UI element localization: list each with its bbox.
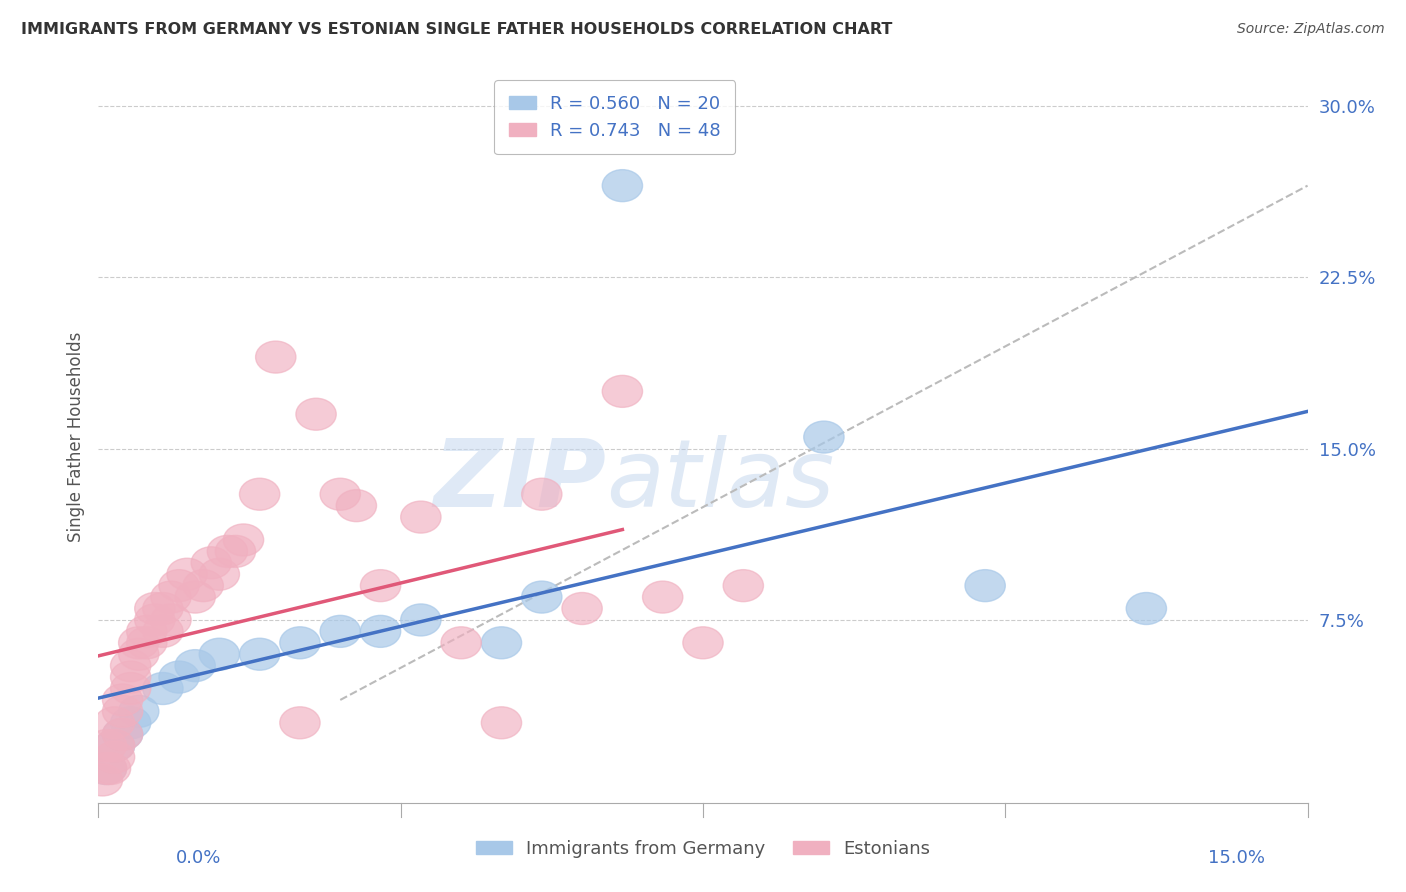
Ellipse shape (215, 535, 256, 567)
Ellipse shape (360, 570, 401, 602)
Legend: R = 0.560   N = 20, R = 0.743   N = 48: R = 0.560 N = 20, R = 0.743 N = 48 (495, 80, 735, 154)
Ellipse shape (143, 673, 183, 705)
Ellipse shape (522, 478, 562, 510)
Ellipse shape (118, 696, 159, 727)
Ellipse shape (86, 730, 127, 762)
Ellipse shape (174, 649, 215, 681)
Ellipse shape (965, 570, 1005, 602)
Ellipse shape (135, 604, 174, 636)
Ellipse shape (135, 592, 174, 624)
Ellipse shape (224, 524, 264, 556)
Ellipse shape (280, 706, 321, 739)
Ellipse shape (1126, 592, 1167, 624)
Text: 15.0%: 15.0% (1208, 849, 1265, 867)
Ellipse shape (103, 718, 143, 750)
Text: Source: ZipAtlas.com: Source: ZipAtlas.com (1237, 22, 1385, 37)
Ellipse shape (86, 753, 127, 785)
Ellipse shape (167, 558, 207, 591)
Ellipse shape (94, 730, 135, 762)
Ellipse shape (174, 581, 215, 613)
Ellipse shape (111, 661, 150, 693)
Ellipse shape (522, 581, 562, 613)
Ellipse shape (804, 421, 844, 453)
Ellipse shape (239, 639, 280, 670)
Ellipse shape (481, 706, 522, 739)
Ellipse shape (143, 615, 183, 648)
Text: ZIP: ZIP (433, 435, 606, 527)
Ellipse shape (280, 627, 321, 659)
Ellipse shape (321, 615, 360, 648)
Ellipse shape (118, 627, 159, 659)
Ellipse shape (111, 673, 150, 705)
Text: IMMIGRANTS FROM GERMANY VS ESTONIAN SINGLE FATHER HOUSEHOLDS CORRELATION CHART: IMMIGRANTS FROM GERMANY VS ESTONIAN SING… (21, 22, 893, 37)
Ellipse shape (683, 627, 723, 659)
Ellipse shape (360, 615, 401, 648)
Ellipse shape (90, 753, 131, 785)
Ellipse shape (118, 639, 159, 670)
Ellipse shape (200, 639, 239, 670)
Ellipse shape (256, 341, 295, 373)
Ellipse shape (111, 706, 150, 739)
Ellipse shape (321, 478, 360, 510)
Ellipse shape (143, 592, 183, 624)
Ellipse shape (336, 490, 377, 522)
Ellipse shape (103, 696, 143, 727)
Ellipse shape (183, 570, 224, 602)
Ellipse shape (643, 581, 683, 613)
Ellipse shape (401, 604, 441, 636)
Y-axis label: Single Father Households: Single Father Households (66, 332, 84, 542)
Ellipse shape (150, 604, 191, 636)
Ellipse shape (441, 627, 481, 659)
Ellipse shape (150, 581, 191, 613)
Ellipse shape (94, 706, 135, 739)
Ellipse shape (239, 478, 280, 510)
Text: atlas: atlas (606, 435, 835, 526)
Ellipse shape (295, 398, 336, 430)
Ellipse shape (103, 684, 143, 716)
Ellipse shape (191, 547, 232, 579)
Ellipse shape (159, 661, 200, 693)
Ellipse shape (602, 169, 643, 202)
Ellipse shape (94, 730, 135, 762)
Ellipse shape (602, 376, 643, 408)
Ellipse shape (562, 592, 602, 624)
Ellipse shape (103, 718, 143, 750)
Ellipse shape (86, 753, 127, 785)
Ellipse shape (723, 570, 763, 602)
Ellipse shape (111, 649, 150, 681)
Ellipse shape (200, 558, 239, 591)
Ellipse shape (83, 764, 122, 796)
Ellipse shape (94, 741, 135, 773)
Legend: Immigrants from Germany, Estonians: Immigrants from Germany, Estonians (468, 833, 938, 865)
Ellipse shape (127, 627, 167, 659)
Ellipse shape (481, 627, 522, 659)
Ellipse shape (401, 501, 441, 533)
Text: 0.0%: 0.0% (176, 849, 221, 867)
Ellipse shape (207, 535, 247, 567)
Ellipse shape (127, 615, 167, 648)
Ellipse shape (159, 570, 200, 602)
